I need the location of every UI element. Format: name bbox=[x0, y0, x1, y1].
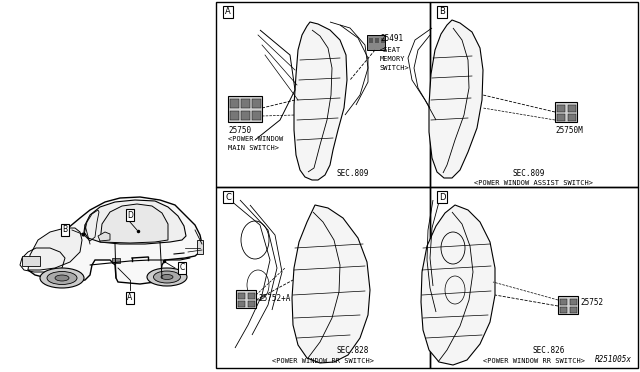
Bar bbox=[557, 114, 565, 121]
Text: SEC.828: SEC.828 bbox=[337, 346, 369, 355]
Bar bbox=[216, 2, 430, 187]
Polygon shape bbox=[421, 205, 495, 365]
Ellipse shape bbox=[154, 271, 180, 283]
Text: A: A bbox=[225, 7, 231, 16]
Bar bbox=[241, 111, 250, 120]
Bar bbox=[252, 99, 261, 108]
Text: <POWER WINDOW ASSIST SWITCH>: <POWER WINDOW ASSIST SWITCH> bbox=[474, 180, 593, 186]
Text: <POWER WINDOW RR SWITCH>: <POWER WINDOW RR SWITCH> bbox=[272, 358, 374, 364]
Polygon shape bbox=[28, 197, 202, 284]
Bar bbox=[560, 307, 567, 313]
Bar bbox=[568, 105, 576, 112]
Text: SEC.809: SEC.809 bbox=[513, 169, 545, 178]
Text: SEC.826: SEC.826 bbox=[533, 346, 565, 355]
Bar bbox=[375, 38, 379, 43]
Text: 25750M: 25750M bbox=[555, 126, 583, 135]
Ellipse shape bbox=[147, 268, 187, 286]
Text: MEMORY: MEMORY bbox=[380, 56, 406, 62]
Bar bbox=[22, 256, 40, 266]
Bar bbox=[248, 301, 255, 307]
Polygon shape bbox=[429, 20, 483, 178]
Text: 25491: 25491 bbox=[380, 34, 403, 43]
Text: C: C bbox=[179, 263, 184, 273]
Bar bbox=[369, 38, 373, 43]
Ellipse shape bbox=[47, 272, 77, 285]
Polygon shape bbox=[292, 205, 370, 363]
Bar bbox=[367, 35, 385, 50]
Text: 25750: 25750 bbox=[228, 126, 251, 135]
Bar bbox=[228, 96, 262, 122]
Text: A: A bbox=[127, 294, 132, 302]
Bar bbox=[238, 301, 245, 307]
Polygon shape bbox=[98, 232, 110, 241]
Bar bbox=[570, 299, 577, 305]
Text: SEC.809: SEC.809 bbox=[337, 169, 369, 178]
Polygon shape bbox=[28, 228, 82, 270]
Bar bbox=[216, 187, 430, 368]
Bar bbox=[430, 187, 638, 368]
Bar bbox=[248, 293, 255, 299]
Ellipse shape bbox=[55, 275, 69, 281]
Bar bbox=[555, 102, 577, 122]
Bar bbox=[570, 307, 577, 313]
Bar bbox=[238, 293, 245, 299]
Text: 25752: 25752 bbox=[580, 298, 603, 307]
Bar bbox=[241, 99, 250, 108]
Text: <POWER WINDOW RR SWITCH>: <POWER WINDOW RR SWITCH> bbox=[483, 358, 585, 364]
Text: MAIN SWITCH>: MAIN SWITCH> bbox=[228, 145, 279, 151]
Bar bbox=[197, 240, 203, 254]
Bar bbox=[557, 105, 565, 112]
Polygon shape bbox=[294, 22, 347, 180]
Ellipse shape bbox=[161, 275, 173, 279]
Polygon shape bbox=[100, 204, 168, 243]
Text: <SEAT: <SEAT bbox=[380, 47, 401, 53]
Bar bbox=[230, 111, 239, 120]
Text: D: D bbox=[439, 192, 445, 202]
Bar bbox=[381, 38, 385, 43]
Bar bbox=[558, 296, 578, 314]
Bar bbox=[230, 99, 239, 108]
Bar bbox=[560, 299, 567, 305]
Bar bbox=[252, 111, 261, 120]
Text: 25752+A: 25752+A bbox=[258, 294, 291, 303]
Bar bbox=[568, 114, 576, 121]
Text: R251005x: R251005x bbox=[595, 355, 632, 364]
Ellipse shape bbox=[40, 268, 84, 288]
Text: SWITCH>: SWITCH> bbox=[380, 65, 410, 71]
Text: B: B bbox=[439, 7, 445, 16]
Bar bbox=[236, 290, 256, 308]
Bar bbox=[112, 258, 120, 263]
Polygon shape bbox=[84, 200, 186, 244]
Text: B: B bbox=[63, 225, 68, 234]
Bar bbox=[430, 2, 638, 187]
Text: <POWER WINDOW: <POWER WINDOW bbox=[228, 136, 284, 142]
Text: C: C bbox=[225, 192, 231, 202]
Text: D: D bbox=[127, 211, 133, 219]
